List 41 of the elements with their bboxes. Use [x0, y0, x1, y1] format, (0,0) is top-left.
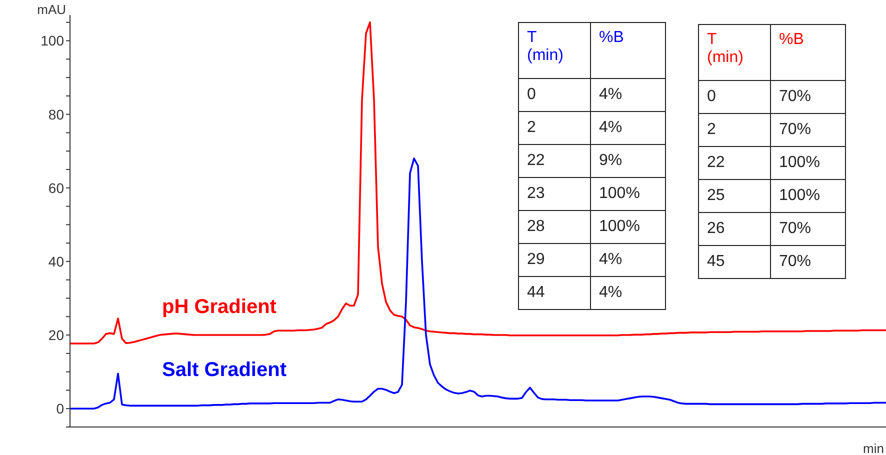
- category-label: 45: [698, 246, 770, 278]
- y-tick-label: 100: [40, 32, 64, 49]
- category-label: 44: [518, 276, 590, 310]
- text: 100%: [599, 218, 640, 235]
- y-tick-label: 80: [48, 106, 64, 122]
- y-tick-label: 0: [56, 400, 64, 417]
- category-label: 25: [698, 180, 770, 212]
- line-series: [69, 21, 886, 344]
- text: 70%: [779, 253, 812, 270]
- text: 100%: [599, 185, 640, 202]
- text: 4%: [599, 119, 622, 136]
- text: 100%: [779, 154, 820, 171]
- category-label: 29: [518, 244, 590, 276]
- series-label: pH Gradient: [162, 296, 276, 319]
- text: 4%: [599, 284, 622, 301]
- category-label: 22: [698, 146, 770, 180]
- category-label: 2: [698, 114, 770, 146]
- text: 4%: [599, 251, 622, 268]
- category-label: 23: [518, 178, 590, 210]
- text: 70%: [779, 121, 812, 138]
- text: 100%: [779, 187, 820, 204]
- category-label: 2: [518, 112, 590, 144]
- text: T (min): [707, 31, 744, 67]
- text: 4%: [599, 86, 622, 103]
- series-label: Salt Gradient: [162, 359, 286, 382]
- text: %B: [770, 24, 846, 80]
- category-label: 28: [518, 210, 590, 244]
- text: 9%: [599, 152, 622, 169]
- x-axis-title: min: [863, 441, 884, 455]
- text: T (min): [527, 29, 564, 65]
- y-axis-title: mAU: [37, 2, 66, 17]
- y-tick-label: 20: [48, 327, 64, 344]
- y-tick-label: 40: [48, 253, 64, 270]
- text: 70%: [779, 88, 812, 105]
- category-label: 22: [518, 144, 590, 178]
- text: 70%: [779, 220, 812, 237]
- category-label: 26: [698, 212, 770, 246]
- category-label: 0: [698, 80, 770, 114]
- text: %B: [590, 22, 666, 78]
- y-tick-label: 60: [48, 180, 64, 196]
- category-label: 0: [518, 78, 590, 112]
